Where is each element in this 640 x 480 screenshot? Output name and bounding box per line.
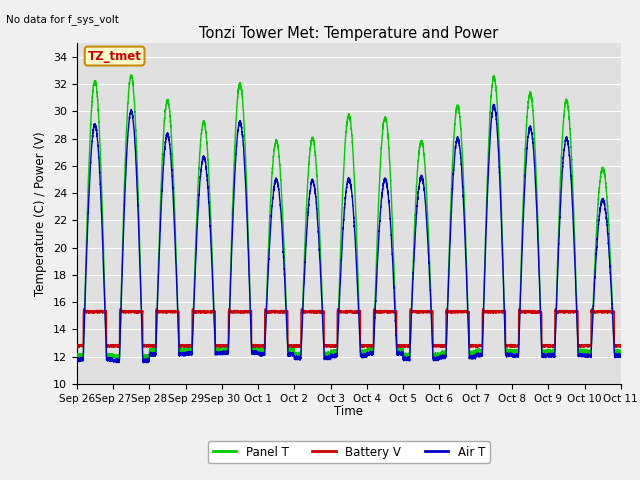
- Legend: Panel T, Battery V, Air T: Panel T, Battery V, Air T: [208, 441, 490, 463]
- X-axis label: Time: Time: [334, 405, 364, 418]
- Text: TZ_tmet: TZ_tmet: [88, 49, 141, 62]
- Y-axis label: Temperature (C) / Power (V): Temperature (C) / Power (V): [35, 132, 47, 296]
- Title: Tonzi Tower Met: Temperature and Power: Tonzi Tower Met: Temperature and Power: [199, 25, 499, 41]
- Text: No data for f_sys_volt: No data for f_sys_volt: [6, 14, 119, 25]
